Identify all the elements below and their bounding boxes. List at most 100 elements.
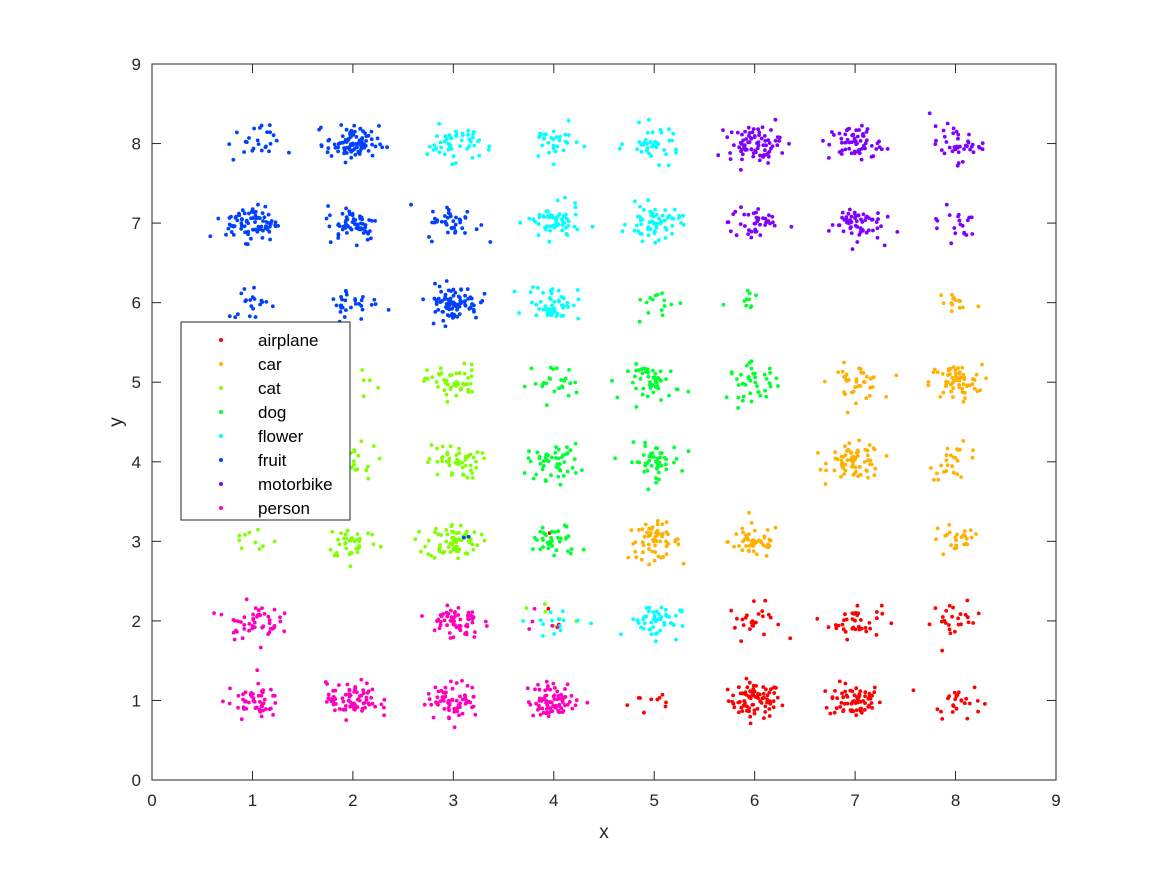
data-point <box>635 147 639 152</box>
data-point <box>261 708 265 713</box>
data-point <box>747 140 751 145</box>
data-point <box>572 224 577 229</box>
data-point <box>947 694 952 698</box>
data-point <box>562 378 566 383</box>
data-point <box>756 140 761 145</box>
data-point <box>747 680 752 685</box>
data-point <box>750 541 755 545</box>
data-point <box>765 693 770 698</box>
data-point <box>336 236 341 240</box>
data-point <box>827 142 832 147</box>
data-point <box>865 127 870 131</box>
data-point <box>278 615 282 620</box>
data-point <box>460 465 465 470</box>
data-point <box>946 373 950 377</box>
data-point <box>344 546 349 551</box>
data-point <box>570 465 575 470</box>
data-point <box>565 682 570 687</box>
data-point <box>762 134 767 138</box>
data-point <box>656 142 661 147</box>
data-point <box>541 622 545 626</box>
data-point <box>566 393 571 398</box>
data-point <box>943 534 948 538</box>
data-point <box>647 562 652 567</box>
data-point <box>762 535 767 540</box>
data-point <box>557 462 562 466</box>
data-point <box>366 231 370 236</box>
data-point <box>533 219 537 224</box>
data-point <box>647 458 652 463</box>
data-point <box>472 303 476 308</box>
data-point <box>756 390 761 394</box>
data-point <box>640 239 645 244</box>
data-point <box>944 469 949 473</box>
data-point <box>724 395 729 400</box>
data-point <box>454 161 458 166</box>
data-point <box>965 598 970 603</box>
data-point <box>936 477 941 482</box>
data-point <box>748 378 753 383</box>
data-point <box>349 155 354 160</box>
data-point <box>735 377 739 381</box>
data-point <box>739 205 743 210</box>
data-point <box>458 144 463 149</box>
data-point <box>957 218 962 223</box>
data-point <box>680 624 685 628</box>
data-point <box>557 299 561 304</box>
data-point <box>590 224 595 229</box>
data-point <box>451 616 456 621</box>
data-point <box>854 377 859 381</box>
data-point <box>457 623 462 628</box>
data-point <box>961 382 966 387</box>
data-point <box>651 625 656 629</box>
data-point <box>531 476 536 481</box>
data-point <box>440 695 445 699</box>
data-point <box>466 132 470 137</box>
data-point <box>858 472 863 477</box>
data-point <box>765 528 770 532</box>
data-point <box>815 616 820 621</box>
data-point <box>537 307 542 311</box>
data-point <box>638 231 643 236</box>
data-point <box>742 145 746 150</box>
data-point <box>876 217 880 222</box>
data-point <box>343 160 348 165</box>
data-point <box>857 692 862 697</box>
data-point <box>462 693 467 698</box>
data-point <box>847 140 851 145</box>
data-point <box>666 532 670 537</box>
data-point <box>474 465 479 470</box>
data-point <box>970 232 975 236</box>
data-point <box>336 537 340 542</box>
data-point <box>457 626 462 631</box>
data-point <box>749 366 754 371</box>
data-point <box>436 308 441 312</box>
data-point <box>663 607 668 612</box>
data-point <box>853 465 858 470</box>
data-point <box>847 146 852 151</box>
data-point <box>865 453 870 458</box>
data-point <box>643 440 647 445</box>
data-point <box>950 464 955 469</box>
data-point <box>662 148 667 152</box>
data-point <box>530 300 534 305</box>
y-tick-label: 1 <box>132 691 141 710</box>
data-point <box>756 612 761 616</box>
data-point <box>766 612 771 617</box>
data-point <box>345 529 350 533</box>
data-point <box>366 149 371 153</box>
data-point <box>656 376 661 380</box>
data-point <box>517 311 521 315</box>
data-point <box>421 297 425 302</box>
data-point <box>656 477 661 482</box>
data-point <box>342 315 347 319</box>
data-point <box>568 551 573 556</box>
data-point <box>863 626 868 630</box>
data-point <box>377 124 381 128</box>
data-point <box>960 390 965 395</box>
data-point <box>645 146 650 151</box>
data-point <box>287 150 291 155</box>
data-point <box>546 714 551 718</box>
data-point <box>725 135 730 140</box>
data-point <box>459 386 463 391</box>
